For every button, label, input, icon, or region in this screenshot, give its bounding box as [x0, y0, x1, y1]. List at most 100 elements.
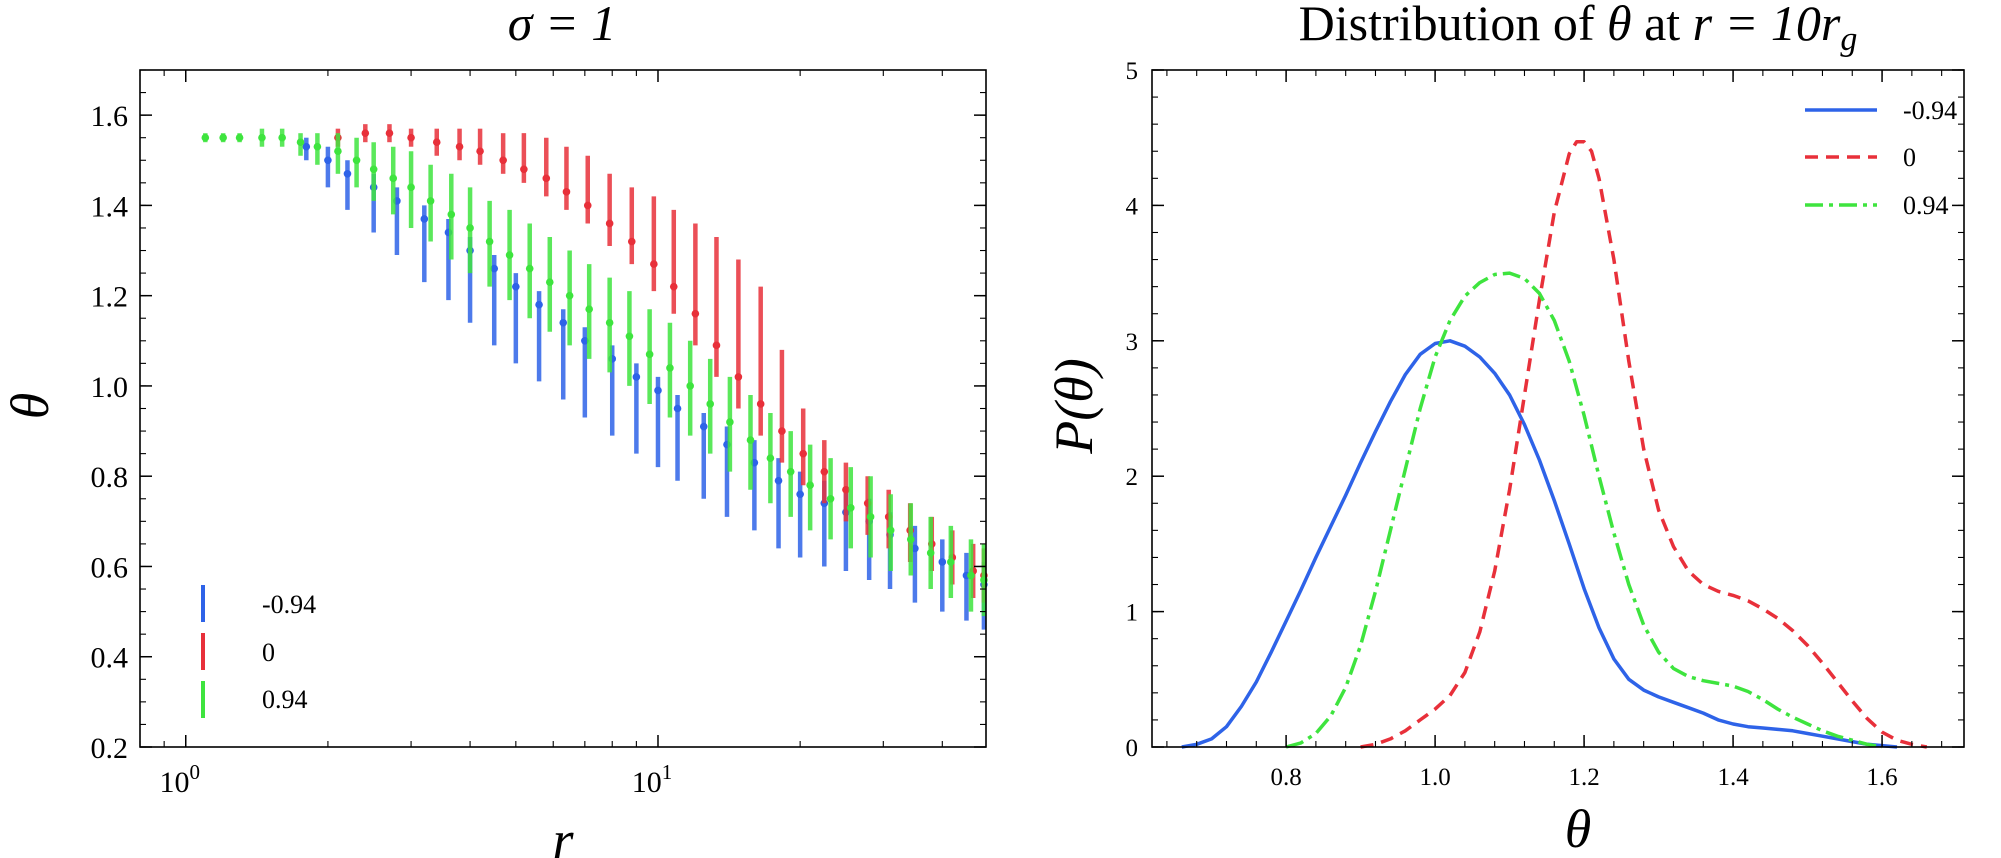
left-point — [565, 291, 574, 300]
left-series-0 — [302, 137, 988, 630]
left-point — [820, 467, 829, 476]
left-y-axis-label: θ — [0, 393, 60, 420]
right-data-layer — [1181, 140, 1928, 749]
left-point — [756, 400, 765, 408]
left-point — [302, 142, 311, 151]
left-plot-frame — [139, 69, 987, 748]
left-point — [926, 549, 935, 557]
right-legend-label-neg094: -0.94 — [1903, 96, 1957, 125]
left-point — [726, 418, 734, 426]
left-point — [605, 219, 614, 228]
left-point — [258, 133, 266, 142]
right-curve-2 — [1285, 271, 1883, 749]
right-y-axis-label: P(θ) — [1044, 358, 1104, 454]
left-point — [512, 282, 520, 291]
left-point — [278, 133, 286, 142]
left-point — [432, 138, 441, 147]
left-data-layer — [201, 124, 988, 630]
right-ytick-label: 4 — [1126, 193, 1139, 220]
left-point — [389, 174, 398, 183]
left-ytick-label: 0.4 — [91, 642, 129, 675]
left-point — [605, 318, 614, 327]
left-point — [669, 282, 678, 291]
right-legend-label-094: 0.94 — [1903, 191, 1949, 220]
left-point — [712, 341, 721, 350]
left-legend: -0.94 0 0.94 — [201, 585, 316, 718]
right-ticks: 0 1 2 3 4 5 0.8 1.0 1.2 1.4 1.6 — [1126, 58, 1964, 791]
left-ytick-label: 1.2 — [91, 281, 129, 314]
right-ytick-label: 3 — [1126, 329, 1139, 356]
left-point — [846, 503, 855, 512]
left-x-axis-label: r — [552, 810, 574, 858]
left-legend-label-neg094: -0.94 — [262, 590, 316, 619]
right-xtick-label: 0.8 — [1270, 764, 1301, 791]
right-panel: Distribution of θ at r = 10rg 0 1 2 3 4 5 0.8 1… — [1044, 0, 1965, 858]
left-point — [826, 494, 835, 503]
left-point — [490, 264, 499, 273]
left-point — [886, 526, 895, 535]
left-point — [235, 133, 244, 142]
left-ticks: 0.2 0.4 0.6 0.8 1.0 1.2 1.4 1.6 100 101 — [91, 69, 986, 799]
right-xtick-label: 1.6 — [1866, 764, 1897, 791]
left-point — [545, 278, 554, 286]
left-ytick-label: 1.0 — [91, 371, 129, 404]
left-ytick-label: 0.2 — [91, 732, 129, 765]
left-point — [334, 147, 342, 156]
left-point — [799, 449, 807, 458]
left-point — [426, 197, 435, 205]
left-point — [476, 147, 484, 156]
right-legend: -0.94 0 0.94 — [1805, 96, 1957, 220]
left-point — [947, 558, 955, 566]
right-legend-label-0: 0 — [1903, 143, 1916, 172]
left-point — [627, 237, 636, 246]
left-point — [385, 129, 394, 137]
left-point — [407, 133, 415, 142]
right-ytick-label: 1 — [1126, 600, 1139, 627]
left-point — [369, 165, 378, 174]
left-ytick-label: 0.8 — [91, 461, 129, 494]
left-point — [542, 174, 551, 183]
left-point — [361, 129, 370, 137]
left-point — [673, 404, 682, 413]
right-plot-frame — [1151, 69, 1965, 748]
left-legend-label-0: 0 — [262, 638, 275, 667]
right-ytick-label: 5 — [1126, 58, 1139, 85]
left-point — [778, 427, 786, 435]
left-point — [562, 188, 571, 196]
left-point — [706, 400, 715, 408]
left-point — [774, 476, 783, 485]
right-title: Distribution of θ at r = 10rg — [1299, 0, 1858, 58]
left-point — [505, 251, 514, 259]
left-point — [691, 309, 700, 318]
left-point — [485, 237, 494, 246]
right-curve-0 — [1181, 339, 1898, 749]
left-point — [407, 183, 415, 192]
left-point — [447, 210, 456, 219]
left-point — [666, 364, 674, 372]
left-point — [938, 558, 947, 566]
left-point — [806, 481, 814, 490]
left-legend-label-094: 0.94 — [262, 685, 308, 714]
left-point — [324, 156, 332, 165]
left-ytick-label: 1.4 — [91, 190, 129, 223]
left-point — [352, 156, 361, 165]
left-point — [654, 386, 662, 395]
right-curve-1 — [1360, 140, 1928, 749]
left-point — [766, 454, 775, 462]
left-title: σ = 1 — [508, 0, 616, 51]
right-xtick-label: 1.4 — [1717, 764, 1749, 791]
left-point — [967, 571, 975, 580]
left-point — [645, 350, 654, 359]
left-point — [686, 382, 694, 390]
left-point — [343, 170, 352, 178]
left-point — [906, 535, 915, 544]
left-series-2 — [201, 128, 988, 617]
left-point — [650, 260, 658, 268]
left-point — [525, 264, 534, 273]
left-point — [625, 332, 634, 341]
left-point — [866, 513, 875, 521]
left-point — [296, 138, 305, 147]
left-point — [455, 142, 464, 151]
left-point — [466, 224, 474, 232]
